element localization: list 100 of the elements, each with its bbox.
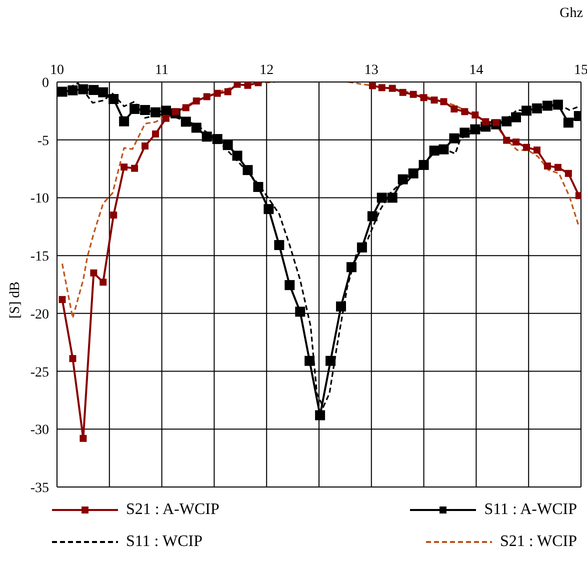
point — [544, 162, 551, 170]
y-tick-label: 0 — [42, 76, 49, 91]
point — [57, 86, 68, 97]
x-axis-title: Ghz — [560, 6, 583, 22]
point — [202, 132, 212, 142]
y-tick-label: -15 — [30, 250, 49, 265]
point — [120, 164, 128, 171]
point — [182, 104, 190, 112]
point — [554, 164, 562, 171]
point — [398, 174, 408, 184]
point — [512, 138, 520, 146]
point — [119, 116, 130, 126]
x-tick-label: 14 — [469, 63, 484, 78]
point — [90, 269, 98, 276]
x-tick-label: 11 — [155, 63, 169, 78]
point — [203, 93, 210, 100]
point — [264, 204, 274, 214]
point — [542, 100, 552, 111]
point — [440, 98, 448, 106]
point — [418, 160, 429, 170]
point — [511, 112, 522, 122]
point — [522, 106, 532, 116]
point — [346, 262, 356, 272]
point — [152, 130, 160, 138]
legend-label: S21 : WCIP — [500, 533, 577, 551]
point — [420, 94, 428, 102]
point — [326, 356, 336, 366]
point — [472, 111, 479, 118]
point — [575, 192, 581, 200]
point — [388, 84, 396, 92]
point — [234, 82, 241, 88]
point — [502, 116, 512, 126]
point — [552, 100, 563, 110]
y-tick-label: -5 — [37, 134, 49, 149]
point — [131, 164, 138, 172]
point — [449, 133, 460, 144]
point — [108, 94, 119, 104]
point — [224, 88, 232, 96]
point — [430, 96, 438, 104]
point — [242, 165, 253, 176]
point — [533, 146, 540, 154]
point — [160, 106, 171, 116]
x-tick-label: 13 — [364, 63, 378, 78]
legend-label: S11 : A-WCIP — [484, 501, 577, 519]
point — [564, 170, 572, 177]
point — [142, 142, 149, 150]
point — [244, 82, 252, 89]
legend-label: S11 : WCIP — [126, 533, 202, 551]
y-tick-label: -10 — [30, 192, 49, 207]
point — [78, 84, 88, 94]
point — [532, 103, 542, 114]
point — [110, 212, 118, 219]
point — [80, 434, 87, 442]
point — [191, 122, 202, 133]
y-tick-label: -30 — [30, 423, 49, 438]
point — [180, 116, 191, 127]
point — [150, 107, 161, 118]
point — [387, 192, 398, 203]
point — [503, 136, 510, 144]
point — [130, 104, 140, 114]
x-tick-label: 12 — [260, 63, 274, 78]
point — [222, 140, 233, 150]
y-tick-label: -35 — [30, 480, 49, 496]
point — [429, 146, 440, 156]
point — [58, 296, 66, 304]
point — [461, 108, 468, 116]
point — [98, 87, 108, 98]
point — [68, 85, 78, 96]
point — [162, 114, 170, 122]
point — [140, 105, 150, 116]
point — [69, 355, 76, 362]
point — [492, 119, 500, 126]
point — [367, 211, 378, 222]
point — [192, 97, 200, 104]
x-tick-label: 10 — [50, 63, 64, 78]
point — [410, 90, 417, 98]
point — [212, 134, 222, 144]
point — [563, 118, 574, 128]
point — [100, 278, 107, 286]
point — [482, 118, 490, 126]
point — [450, 105, 458, 112]
y-tick-label: -25 — [30, 365, 49, 380]
point — [470, 124, 480, 134]
point — [336, 301, 346, 312]
point — [408, 168, 418, 178]
point — [368, 82, 376, 90]
point — [295, 306, 306, 317]
point — [523, 144, 530, 151]
point — [284, 280, 295, 290]
point — [438, 144, 449, 154]
y-axis-title: [S] dB — [8, 282, 24, 318]
legend-label: S21 : A-WCIP — [126, 501, 220, 519]
point — [172, 108, 179, 116]
point — [315, 410, 326, 420]
point — [460, 128, 470, 138]
point — [274, 240, 284, 250]
point — [376, 192, 387, 203]
point — [253, 182, 264, 192]
y-tick-label: -20 — [30, 307, 49, 322]
point — [214, 90, 221, 97]
